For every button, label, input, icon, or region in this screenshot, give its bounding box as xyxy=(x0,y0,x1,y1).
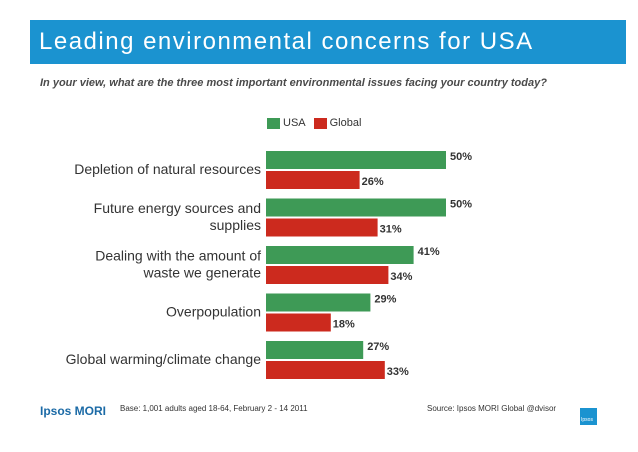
data-label-global-4: 33% xyxy=(387,366,409,378)
bar-global-2 xyxy=(266,266,389,284)
footer-source-note: Source: Ipsos MORI Global @dvisor xyxy=(427,404,557,413)
bar-global-4 xyxy=(266,361,385,379)
legend-swatch-global xyxy=(313,117,327,129)
chart-title: Leading environmental concerns for USA xyxy=(39,28,534,55)
category-label: Overpopulation xyxy=(166,304,261,320)
bar-usa-2 xyxy=(266,246,414,264)
data-label-usa-4: 27% xyxy=(367,341,389,353)
bar-usa-1 xyxy=(266,198,446,217)
data-label-global-3: 18% xyxy=(333,319,355,331)
legend-item-global: Global xyxy=(313,117,362,129)
category-label: Depletion of natural resources xyxy=(74,161,261,177)
legend-label-usa: USA xyxy=(283,117,306,129)
bar-usa-0 xyxy=(266,151,446,169)
category-label: supplies xyxy=(210,217,261,233)
bar-global-0 xyxy=(266,171,360,189)
data-label-usa-0: 50% xyxy=(450,151,472,163)
legend: USA Global xyxy=(267,117,369,129)
corner-logo-text: Ipsos xyxy=(581,417,593,423)
category-label: Future energy sources and xyxy=(94,200,261,216)
data-label-global-0: 26% xyxy=(362,176,384,188)
category-label: waste we generate xyxy=(142,265,261,281)
category-label: Dealing with the amount of xyxy=(95,248,261,264)
ipsos-corner-logo: Ipsos xyxy=(580,408,597,425)
bar-global-3 xyxy=(266,313,331,332)
chart-subtitle: In your view, what are the three most im… xyxy=(40,77,547,89)
data-label-global-2: 34% xyxy=(390,271,412,283)
legend-swatch-usa xyxy=(267,117,280,129)
data-label-usa-1: 50% xyxy=(450,199,472,211)
data-label-global-1: 31% xyxy=(380,224,402,236)
bar-global-1 xyxy=(266,218,378,237)
category-label: Global warming/climate change xyxy=(66,351,262,367)
footer-base-note: Base: 1,001 adults aged 18-64, February … xyxy=(120,404,308,413)
ipsos-mori-logo: Ipsos MORI xyxy=(40,404,107,418)
legend-item-usa: USA xyxy=(267,117,306,129)
bar-usa-3 xyxy=(266,293,371,312)
bar-usa-4 xyxy=(266,341,364,359)
data-label-usa-2: 41% xyxy=(418,246,440,258)
legend-label-global: Global xyxy=(329,117,362,129)
data-label-usa-3: 29% xyxy=(374,294,396,306)
title-band: Leading environmental concerns for USA xyxy=(30,20,626,64)
